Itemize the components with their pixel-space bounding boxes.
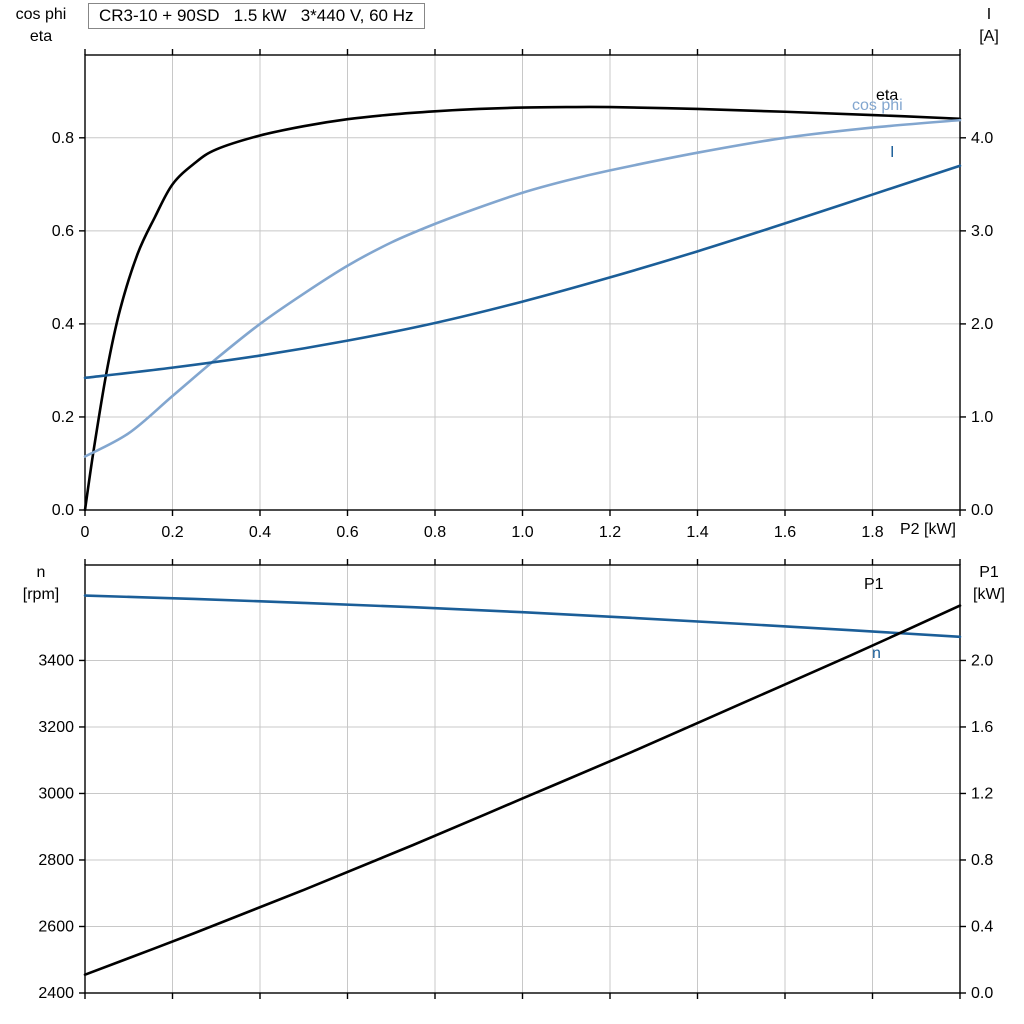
x-tick-label: 1.0	[511, 524, 533, 541]
x-tick-label: 0.4	[249, 524, 271, 541]
left-tick-label: 2800	[38, 852, 74, 869]
right-tick-label: 1.2	[971, 785, 993, 802]
curve-I	[83, 164, 962, 380]
right-tick-label: 1.6	[971, 719, 993, 736]
curve-label-p1: P1	[864, 576, 884, 593]
curve-label-cos-phi: cos phi	[852, 97, 903, 114]
left-tick-label: 0.2	[52, 409, 74, 426]
x-tick-label: 1.2	[599, 524, 621, 541]
right-tick-label: 2.0	[971, 652, 993, 669]
left-tick-label: 2600	[38, 918, 74, 935]
left-axis-title-line1: cos phi	[15, 6, 67, 23]
left-tick-label: 0.6	[52, 223, 74, 240]
curve-P1	[83, 604, 962, 977]
left-axis-title-line2: eta	[29, 28, 53, 45]
left-axis-title-top: cos phi eta	[0, 4, 82, 48]
curve-label-eta: eta	[876, 87, 899, 104]
x-tick-label: 1.8	[861, 524, 883, 541]
right-tick-label: 0.0	[971, 985, 993, 1002]
x-axis-label: P2 [kW]	[899, 521, 956, 538]
right-axis-title-line2: [kW]	[973, 586, 1005, 603]
left-tick-label: 2400	[38, 985, 74, 1002]
x-tick-label: 0	[81, 524, 90, 541]
right-tick-label: 2.0	[971, 316, 993, 333]
right-tick-label: 3.0	[971, 223, 993, 240]
left-tick-label: 0.0	[52, 502, 74, 519]
right-axis-title-line1: P1	[979, 564, 999, 581]
curve-label-n: n	[872, 645, 881, 662]
x-tick-label: 0.2	[161, 524, 183, 541]
right-axis-title-top: I [A]	[957, 4, 1021, 48]
right-axis-title-line1: I	[986, 6, 992, 23]
left-axis-title-line1: n	[36, 564, 46, 581]
chart-title-box: CR3-10 + 90SD 1.5 kW 3*440 V, 60 Hz	[88, 3, 425, 29]
x-tick-label: 0.6	[336, 524, 358, 541]
right-tick-label: 0.8	[971, 852, 993, 869]
left-tick-label: 3200	[38, 719, 74, 736]
curve-label-current: I	[890, 144, 895, 161]
right-axis-title-bottom: P1 [kW]	[957, 562, 1021, 606]
left-tick-label: 0.8	[52, 130, 74, 147]
left-axis-title-line2: [rpm]	[22, 586, 60, 603]
right-tick-label: 4.0	[971, 130, 993, 147]
left-tick-label: 3000	[38, 785, 74, 802]
x-tick-label: 1.4	[686, 524, 708, 541]
left-axis-title-bottom: n [rpm]	[0, 562, 82, 606]
right-tick-label: 1.0	[971, 409, 993, 426]
right-tick-label: 0.0	[971, 502, 993, 519]
curve-n	[83, 594, 962, 639]
curve-eta	[83, 105, 962, 512]
right-axis-title-line2: [A]	[979, 28, 999, 45]
x-tick-label: 0.8	[424, 524, 446, 541]
left-tick-label: 3400	[38, 652, 74, 669]
left-tick-label: 0.4	[52, 316, 74, 333]
right-tick-label: 0.4	[971, 918, 993, 935]
x-tick-label: 1.6	[774, 524, 796, 541]
